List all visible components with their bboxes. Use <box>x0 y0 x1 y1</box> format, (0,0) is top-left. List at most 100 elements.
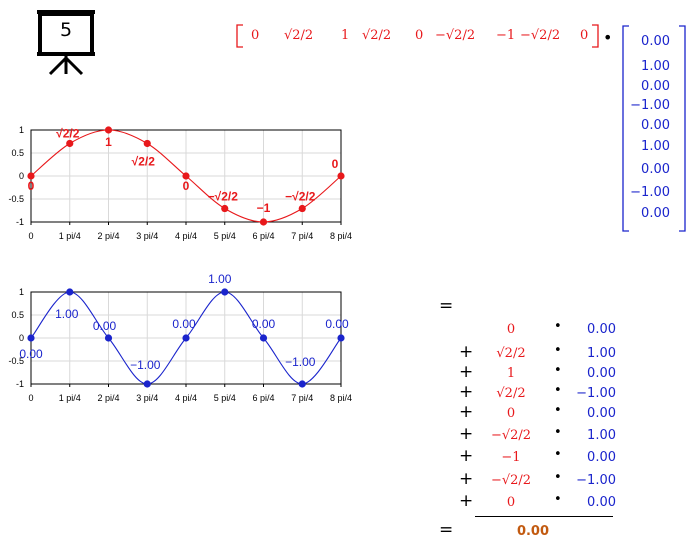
sum-term-b: 0.00 <box>587 495 616 510</box>
data-label: 1 <box>105 135 112 149</box>
column-vector-entry: 0.00 <box>641 206 670 221</box>
sum-term-b: −1.00 <box>576 386 616 401</box>
row-vector-entry: −1 <box>496 28 516 43</box>
column-vector-entry: 0.00 <box>641 34 670 49</box>
y-tick-label: -1 <box>16 379 24 389</box>
plus-sign: + <box>459 469 474 489</box>
result-value: 0.00 <box>516 524 550 539</box>
x-tick-label: 4 pi/4 <box>175 393 197 403</box>
column-vector-entry: −1.00 <box>630 98 670 113</box>
sum-term-b: 0.00 <box>587 406 616 421</box>
row-vector-entry: 0 <box>580 28 589 43</box>
data-label: 0 <box>28 179 35 193</box>
row-vector-entry: 0 <box>251 28 260 43</box>
data-point <box>337 172 345 180</box>
x-tick-label: 7 pi/4 <box>291 231 313 241</box>
data-point <box>66 288 74 296</box>
y-tick-label: 0.5 <box>11 310 24 320</box>
sum-term-row: +0 • 0.00 <box>459 491 629 515</box>
row-vector-entry: 1 <box>341 28 350 43</box>
sum-term-a: −1 <box>501 450 521 465</box>
sum-term-b: 0.00 <box>587 322 616 337</box>
plus-sign: + <box>459 342 474 362</box>
data-point <box>104 334 113 342</box>
data-point <box>143 139 151 148</box>
plus-sign: + <box>459 402 474 422</box>
sum-term-row: + −1 • 0.00 <box>459 446 629 470</box>
plus-sign: + <box>459 382 474 402</box>
data-label: √2/2 <box>132 154 156 168</box>
data-label: −1 <box>257 201 271 215</box>
data-label: −√2/2 <box>285 190 316 204</box>
sum-term-b: −1.00 <box>576 473 616 488</box>
sine-chart: 1 0.5 0 -0.5 -1 0 1 pi/4 2 pi/4 3 pi/4 4 pi/4 5 pi… <box>8 125 352 241</box>
x-tick-label: 1 pi/4 <box>59 231 81 241</box>
data-label: −1.00 <box>285 355 316 369</box>
data-label: −1.00 <box>130 358 161 372</box>
data-label: 0.00 <box>325 317 349 331</box>
data-point <box>221 204 229 213</box>
data-label: √2/2 <box>56 126 80 140</box>
x-tick-label: 6 pi/4 <box>252 231 274 241</box>
plus-sign: + <box>459 491 474 511</box>
row-vector-entry: −√2/2 <box>520 28 561 43</box>
sum-term-row: + √2/2 • 1.00 <box>459 342 629 366</box>
multiply-dot: • <box>554 492 562 507</box>
sum-term-a: −√2/2 <box>490 428 532 443</box>
sum-term-a: 0 <box>506 322 516 337</box>
x-tick-label: 8 pi/4 <box>330 231 352 241</box>
data-label: 1.00 <box>208 272 232 286</box>
x-tick-label: 2 pi/4 <box>97 231 119 241</box>
sum-divider <box>475 516 613 517</box>
sum-term-a: 0 <box>506 495 516 510</box>
data-point <box>259 334 268 342</box>
y-tick-label: 0 <box>19 333 24 343</box>
row-vector-entry: −√2/2 <box>435 28 476 43</box>
column-vector: 0.00 1.00 0.00 −1.00 0.00 1.00 0.00 −1.0… <box>620 25 690 235</box>
column-vector-right-bracket <box>679 25 686 232</box>
x-tick-label: 6 pi/4 <box>252 393 274 403</box>
x-tick-label: 0 <box>28 393 33 403</box>
y-tick-label: 0 <box>19 171 24 181</box>
sum-term-a: √2/2 <box>496 386 526 401</box>
data-point <box>143 380 151 388</box>
sum-term-a: 0 <box>506 406 516 421</box>
x-tick-label: 0 <box>28 231 33 241</box>
y-tick-label: 1 <box>19 287 24 297</box>
equals-sign: = <box>439 296 454 316</box>
sum-block: = 0 • 0.00 + √2/2 • 1.00 +1 • 0.00 + √2/2 • −1.00 +0 • 0… <box>437 296 627 546</box>
multiply-dot: • <box>554 470 562 485</box>
x-tick-label: 3 pi/4 <box>136 231 158 241</box>
data-point <box>66 139 74 148</box>
multiply-dot: • <box>554 383 562 398</box>
column-vector-left-bracket <box>622 25 629 232</box>
data-point <box>27 334 35 342</box>
x-tick-label: 3 pi/4 <box>136 393 158 403</box>
data-point <box>337 334 345 342</box>
dot-product-symbol: • <box>603 28 613 47</box>
x-tick-label: 4 pi/4 <box>175 231 197 241</box>
data-point <box>104 126 113 134</box>
sum-term-row: 0 • 0.00 <box>459 319 629 342</box>
row-vector-entry: 0 <box>415 28 424 43</box>
data-label: 0.00 <box>93 319 117 333</box>
presentation-icon: 5 <box>33 8 99 76</box>
row-vector-right-bracket <box>592 24 599 48</box>
column-vector-entry: 1.00 <box>641 139 670 154</box>
x-tick-label: 1 pi/4 <box>59 393 81 403</box>
column-vector-entry: 0.00 <box>641 79 670 94</box>
data-point <box>298 380 306 388</box>
plus-sign: + <box>459 446 474 466</box>
data-point <box>182 334 190 342</box>
y-tick-label: 0.5 <box>11 148 24 158</box>
column-vector-entry: 0.00 <box>641 118 670 133</box>
row-vector-entry: √2/2 <box>284 28 314 43</box>
data-label: 0.00 <box>19 347 43 361</box>
data-point <box>27 172 35 180</box>
row-vector-left-bracket <box>236 24 243 48</box>
x-tick-label: 5 pi/4 <box>214 231 236 241</box>
data-point <box>298 204 306 213</box>
sampled-wave-chart: 1 0.5 0 -0.5 -1 0 1 pi/4 2 pi/4 3 pi/4 4 pi/4 5 pi… <box>8 272 352 403</box>
data-point <box>182 172 190 180</box>
y-tick-label: 1 <box>19 125 24 135</box>
